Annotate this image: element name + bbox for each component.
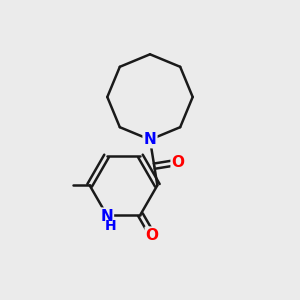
Text: N: N	[100, 208, 113, 224]
Text: O: O	[172, 155, 184, 170]
Text: O: O	[146, 228, 159, 243]
Text: H: H	[104, 219, 116, 233]
Text: N: N	[144, 132, 156, 147]
